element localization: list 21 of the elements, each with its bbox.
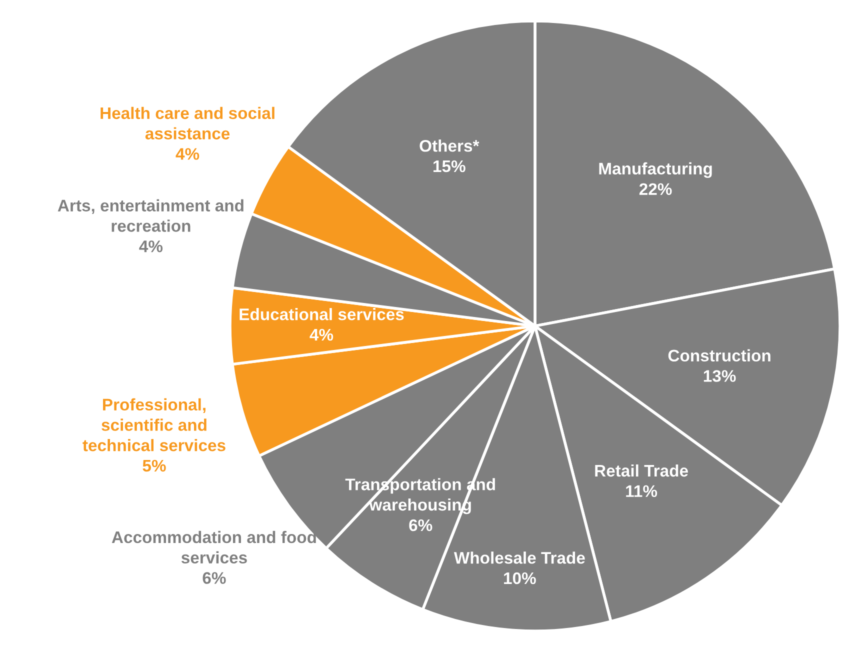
- data-label: 5%: [142, 460, 166, 472]
- slice-label: Arts, entertainment and recreation: [58, 199, 244, 232]
- slice-label: Manufacturing: [599, 162, 712, 178]
- slice-label: Professional, scientific and technical services: [82, 398, 226, 452]
- slice-label: Educational services: [240, 308, 404, 320]
- slice-label: Retail Trade: [595, 464, 688, 477]
- data-label: 6%: [202, 572, 226, 584]
- slice-label: Accommodation and food services: [112, 530, 316, 564]
- slice-label: Construction: [668, 349, 770, 362]
- data-label: 6%: [409, 519, 432, 532]
- data-label: 15%: [434, 160, 466, 172]
- data-label: 4%: [139, 240, 163, 252]
- data-label: 4%: [310, 328, 334, 341]
- slice-label: Health care and social assistance: [100, 106, 274, 140]
- data-label: 22%: [639, 183, 672, 195]
- slice-label: Others*: [420, 140, 480, 152]
- slice-label: Wholesale Trade: [454, 552, 585, 564]
- data-label: 10%: [504, 572, 536, 584]
- data-label: 4%: [176, 148, 200, 160]
- data-label: 13%: [704, 370, 736, 382]
- data-label: 11%: [626, 485, 658, 498]
